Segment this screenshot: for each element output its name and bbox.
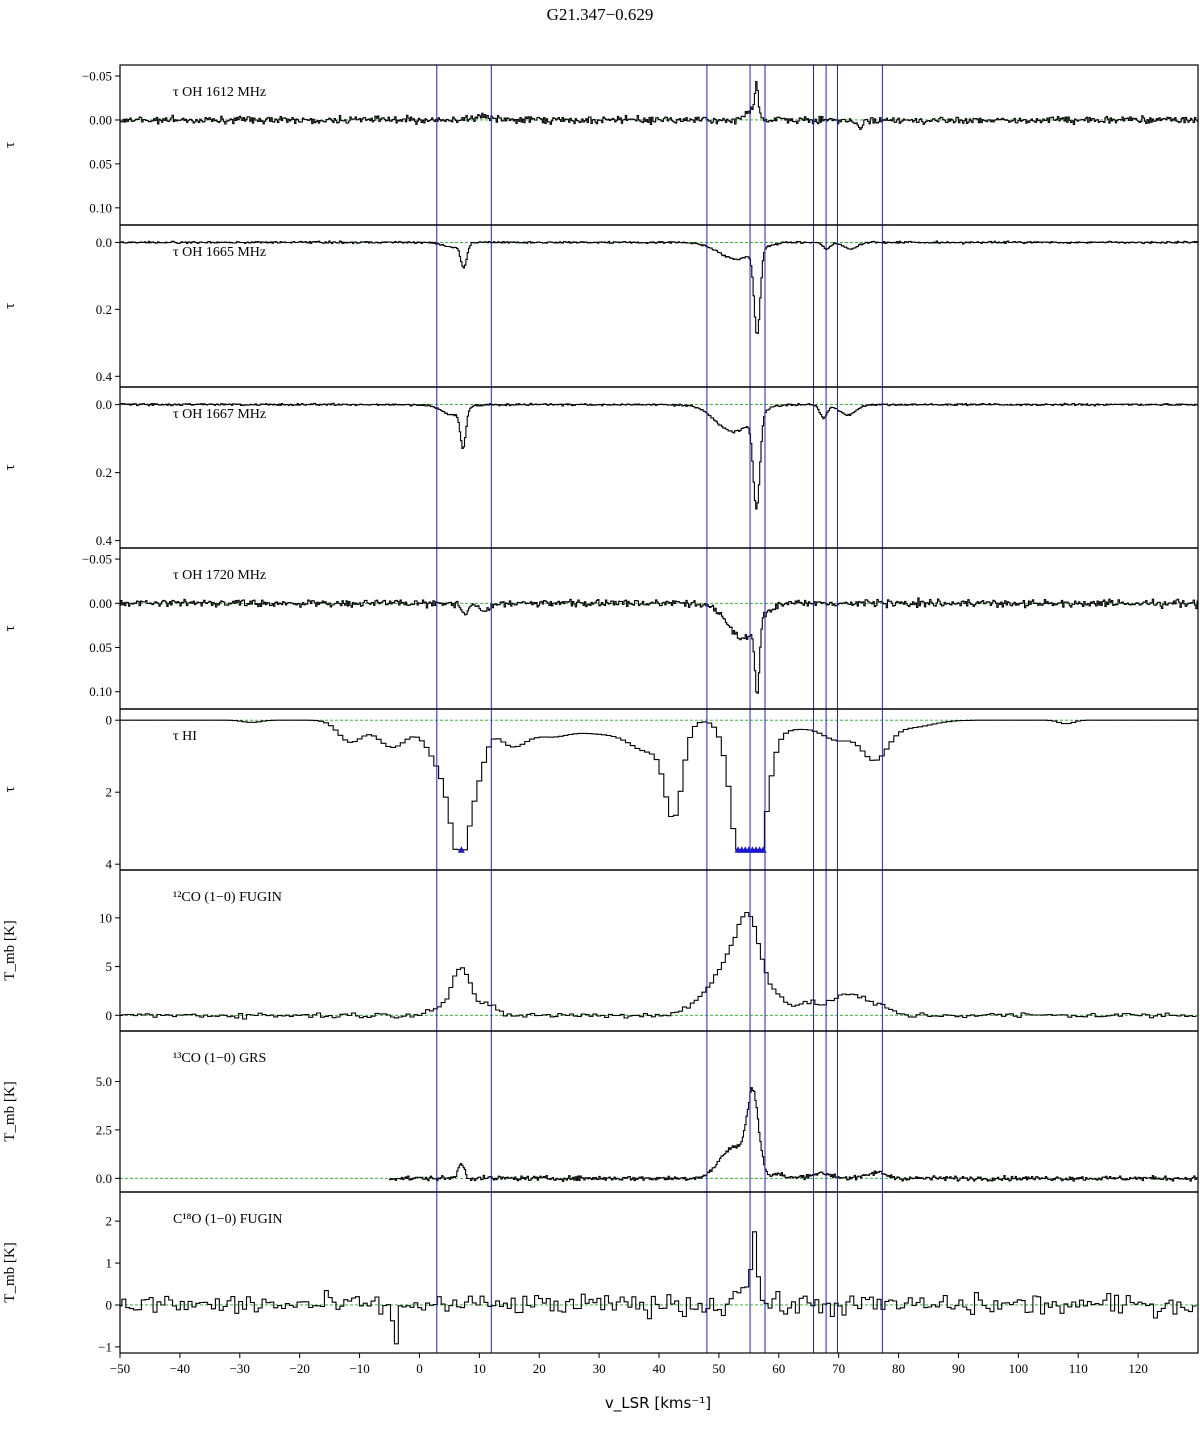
spectrum-trace <box>120 402 1198 510</box>
x-tick-label: −10 <box>349 1361 369 1376</box>
y-tick-label: 4 <box>106 857 113 872</box>
spectrum-trace <box>120 911 1197 1020</box>
panel-3: 0.0 0.2 0.4 τ OH 1667 MHz τ <box>2 397 1198 548</box>
x-tick-label: 60 <box>772 1361 785 1376</box>
y-tick-label: 0.00 <box>89 596 112 611</box>
x-tick-label: −20 <box>289 1361 309 1376</box>
spectrum-trace <box>388 1087 1198 1182</box>
panel-label: τ OH 1665 MHz <box>173 245 266 260</box>
y-tick-label: 2 <box>106 1214 113 1229</box>
figure-title: G21.347−0.629 <box>547 5 654 24</box>
y-tick-label: 0.0 <box>96 1171 112 1186</box>
y-tick-label: 1 <box>106 1256 113 1271</box>
panel-8: −1 0 1 2 C¹⁸O (1−0) FUGIN T_mb [K] <box>2 1212 1198 1354</box>
y-tick-label: 0 <box>106 713 113 728</box>
x-tick-label: 0 <box>416 1361 423 1376</box>
y-axis-label: τ <box>2 464 18 470</box>
x-tick-label: 100 <box>1009 1361 1029 1376</box>
y-tick-label: 0 <box>106 1008 113 1023</box>
panel-label: ¹³CO (1−0) GRS <box>173 1051 266 1066</box>
y-tick-label: 0 <box>106 1297 113 1312</box>
x-tick-label: 40 <box>653 1361 666 1376</box>
y-axis-label: T_mb [K] <box>2 1242 18 1302</box>
y-tick-label: 0.10 <box>89 200 112 215</box>
spectrum-trace <box>120 719 1198 851</box>
y-tick-label: 0.2 <box>96 302 112 317</box>
panel-5: 0 2 4 τ HI τ <box>2 713 1198 872</box>
panel-6: 0 5 10 ¹²CO (1−0) FUGIN T_mb [K] <box>2 890 1198 1023</box>
y-tick-label: 5.0 <box>96 1074 112 1089</box>
x-tick-label: −30 <box>230 1361 250 1376</box>
y-axis-label: τ <box>2 625 18 631</box>
x-tick-label: 80 <box>892 1361 905 1376</box>
y-axis-label: τ <box>2 303 18 309</box>
x-axis-label: v_LSR [kms⁻¹] <box>605 1394 711 1413</box>
spectrum-trace <box>120 240 1198 334</box>
saturation-marker <box>457 846 465 853</box>
y-tick-label: 0.05 <box>89 156 112 171</box>
y-tick-label: 0.0 <box>96 397 112 412</box>
y-tick-label: 2 <box>106 785 113 800</box>
panel-frames-layer <box>119 64 1199 1354</box>
y-axis-label: T_mb [K] <box>2 1081 18 1141</box>
y-tick-label: 0.00 <box>89 112 112 127</box>
x-tick-label: 50 <box>712 1361 725 1376</box>
panel-label: τ OH 1612 MHz <box>173 85 266 100</box>
panel-label: ¹²CO (1−0) FUGIN <box>173 890 282 905</box>
y-tick-label: 0.10 <box>89 684 112 699</box>
x-tick-label: 90 <box>952 1361 965 1376</box>
spectrum-trace <box>120 597 1198 694</box>
y-tick-label: 0.4 <box>96 533 113 548</box>
y-tick-label: 0.4 <box>96 369 113 384</box>
x-tick-label: −40 <box>170 1361 190 1376</box>
y-tick-label: 0.2 <box>96 465 112 480</box>
y-axis-label: τ <box>2 786 18 792</box>
x-tick-label: 20 <box>533 1361 546 1376</box>
y-tick-label: 0.05 <box>89 640 112 655</box>
x-tick-label: 70 <box>832 1361 845 1376</box>
panel-7: 0.0 2.5 5.0 ¹³CO (1−0) GRS T_mb [K] <box>2 1051 1198 1186</box>
x-tick-label: 10 <box>473 1361 486 1376</box>
y-tick-label: 0.0 <box>96 235 112 250</box>
panel-label: C¹⁸O (1−0) FUGIN <box>173 1212 283 1227</box>
y-tick-label: 10 <box>99 910 112 925</box>
panel-label: τ OH 1667 MHz <box>173 407 266 422</box>
x-tick-label: 30 <box>593 1361 606 1376</box>
y-axis-label: T_mb [K] <box>2 920 18 980</box>
x-tick-label: −50 <box>110 1361 130 1376</box>
y-tick-label: −0.05 <box>82 69 112 84</box>
y-tick-label: 2.5 <box>96 1122 112 1137</box>
y-tick-label: −0.05 <box>82 552 112 567</box>
panel-label: τ HI <box>173 729 197 744</box>
panel-1: −0.05 0.00 0.05 0.10 τ OH 1612 MHz τ <box>2 69 1198 215</box>
panel-label: τ OH 1720 MHz <box>173 568 266 583</box>
x-tick-label: 110 <box>1069 1361 1088 1376</box>
panel-2: 0.0 0.2 0.4 τ OH 1665 MHz τ <box>2 235 1198 384</box>
y-tick-label: 5 <box>106 959 113 974</box>
panels-layer: −0.050.000.050.10τ OH 1612 MHzτ0.00.20.4… <box>2 69 1198 1354</box>
x-axis: −50 −40 −30 −20 −10 0 10 20 30 40 50 60 70 80 90 100 110… <box>110 1353 1148 1376</box>
y-axis-label: τ <box>2 142 18 148</box>
spectrum-trace <box>120 1231 1197 1345</box>
spectrum-trace <box>120 80 1198 131</box>
y-tick-label: −1 <box>98 1339 112 1354</box>
x-tick-label: 120 <box>1128 1361 1148 1376</box>
panel-4: −0.05 0.00 0.05 0.10 τ OH 1720 MHz τ <box>2 552 1198 699</box>
